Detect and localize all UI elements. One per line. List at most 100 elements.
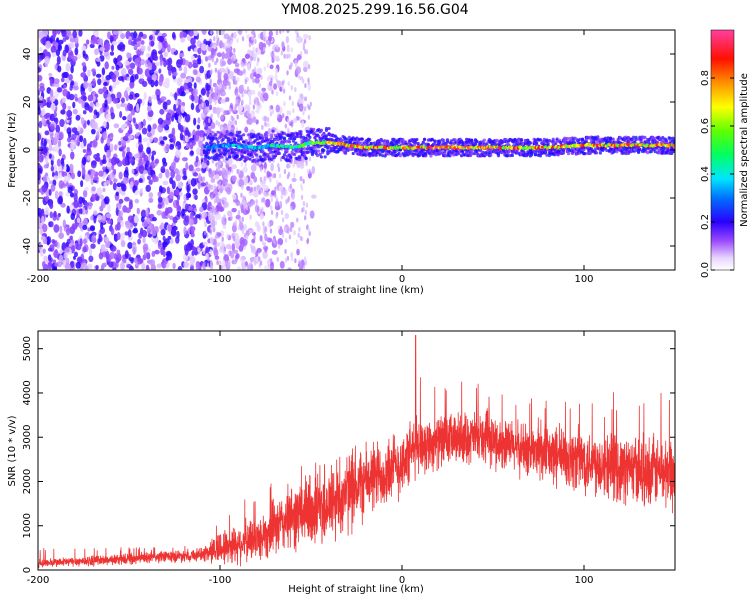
- noise-cell: [239, 203, 243, 209]
- noise-cell: [116, 221, 121, 231]
- noise-cell: [178, 115, 182, 124]
- noise-cell: [118, 171, 123, 180]
- noise-cell: [222, 220, 226, 226]
- noise-cell: [68, 73, 73, 81]
- figure-title: YM08.2025.299.16.56.G04: [281, 2, 469, 18]
- noise-cell: [278, 244, 281, 250]
- noise-cell: [136, 207, 140, 215]
- noise-cell: [244, 53, 251, 60]
- noise-cell: [76, 256, 83, 264]
- signal-cell: [445, 140, 450, 144]
- signal-cell: [482, 138, 487, 142]
- signal-cell: [293, 135, 297, 139]
- noise-cell: [225, 47, 231, 54]
- noise-cell: [209, 208, 212, 214]
- noise-cell: [116, 91, 122, 100]
- noise-cell: [183, 261, 190, 269]
- noise-cell: [207, 211, 210, 217]
- noise-cell: [68, 131, 72, 139]
- noise-cell: [81, 100, 85, 109]
- noise-cell: [49, 211, 53, 219]
- noise-cell: [274, 55, 280, 61]
- noise-cell: [45, 155, 49, 165]
- noise-cell: [241, 229, 245, 235]
- noise-cell: [210, 259, 213, 265]
- noise-cell: [250, 201, 254, 207]
- noise-cell: [301, 78, 305, 84]
- noise-cell: [142, 137, 149, 143]
- noise-cell: [115, 191, 119, 197]
- noise-cell: [275, 91, 279, 97]
- noise-cell: [303, 33, 309, 39]
- noise-cell: [116, 182, 122, 188]
- signal-cell: [346, 148, 350, 152]
- noise-cell: [293, 230, 296, 236]
- noise-cell: [83, 81, 89, 89]
- noise-cell: [83, 217, 88, 226]
- noise-cell: [122, 150, 126, 159]
- noise-cell: [184, 89, 190, 95]
- noise-cell: [205, 40, 212, 45]
- noise-cell: [274, 73, 278, 81]
- noise-cell: [286, 53, 289, 59]
- signal-cell: [300, 147, 304, 151]
- noise-cell: [247, 117, 253, 125]
- signal-cell: [312, 150, 316, 154]
- signal-cell: [461, 149, 465, 153]
- noise-cell: [215, 119, 218, 125]
- signal-cell: [221, 137, 225, 142]
- noise-cell: [299, 176, 302, 182]
- noise-cell: [181, 157, 188, 162]
- signal-cell: [299, 135, 303, 139]
- noise-cell: [300, 194, 304, 200]
- signal-cell: [384, 151, 388, 155]
- noise-cell: [117, 210, 123, 217]
- signal-cell: [211, 137, 215, 141]
- noise-cell: [195, 214, 201, 219]
- noise-cell: [56, 37, 60, 43]
- noise-cell: [186, 184, 190, 193]
- noise-cell: [179, 191, 183, 197]
- noise-cell: [243, 89, 247, 95]
- noise-cell: [106, 162, 112, 168]
- signal-cell: [234, 141, 238, 145]
- signal-cell: [295, 134, 299, 139]
- noise-cell: [40, 235, 46, 241]
- signal-cell: [314, 145, 318, 149]
- signal-cell: [459, 154, 464, 158]
- noise-cell: [58, 180, 64, 189]
- noise-cell: [40, 37, 47, 45]
- noise-cell: [287, 81, 291, 87]
- noise-cell: [101, 159, 107, 165]
- noise-cell: [231, 193, 237, 200]
- signal-cell: [235, 154, 239, 158]
- noise-cell: [295, 66, 302, 75]
- noise-cell: [302, 206, 305, 212]
- noise-cell: [54, 131, 60, 140]
- noise-cell: [199, 206, 204, 213]
- noise-cell: [176, 204, 182, 214]
- noise-cell: [112, 30, 119, 36]
- noise-cell: [103, 182, 107, 187]
- noise-cell: [183, 65, 188, 75]
- noise-cell: [53, 249, 59, 259]
- noise-cell: [201, 213, 205, 219]
- noise-cell: [291, 177, 297, 182]
- noise-cell: [308, 156, 312, 162]
- signal-cell: [566, 151, 571, 156]
- signal-cell: [479, 149, 483, 153]
- signal-cell: [359, 141, 363, 145]
- noise-cell: [48, 153, 52, 159]
- noise-cell: [208, 117, 211, 123]
- noise-cell: [290, 256, 294, 262]
- signal-cell: [305, 147, 309, 151]
- noise-cell: [187, 76, 193, 83]
- noise-cell: [259, 176, 263, 182]
- noise-cell: [221, 129, 225, 135]
- noise-cell: [142, 243, 149, 252]
- signal-cell: [397, 140, 401, 144]
- noise-cell: [245, 30, 248, 34]
- noise-cell: [102, 262, 107, 268]
- noise-cell: [236, 114, 239, 120]
- noise-cell: [71, 133, 77, 140]
